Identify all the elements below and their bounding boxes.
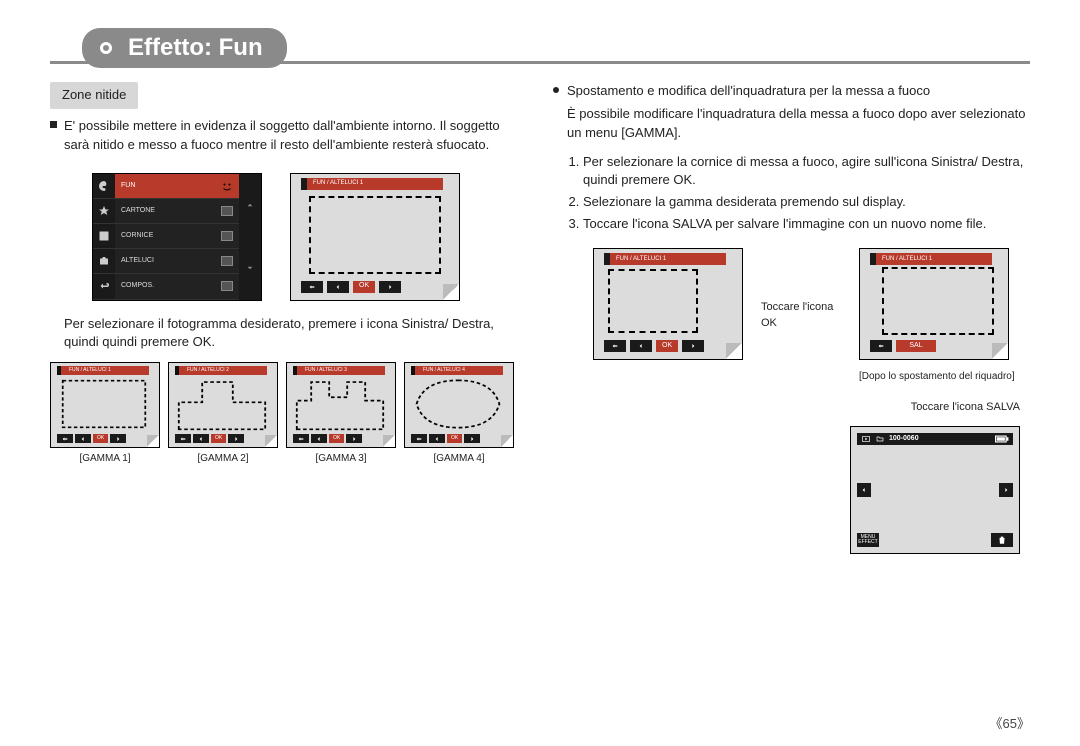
play-icon xyxy=(861,435,871,443)
chevron-down-icon[interactable] xyxy=(245,263,255,273)
star-icon[interactable] xyxy=(93,199,115,224)
back-button[interactable] xyxy=(57,434,73,443)
ok-button[interactable]: OK xyxy=(656,340,678,352)
fun-face-icon xyxy=(217,176,237,196)
gamma-4-caption: [GAMMA 4] xyxy=(404,452,514,467)
page-number: 《65》 xyxy=(990,713,1030,732)
chevron-up-icon[interactable] xyxy=(245,200,255,210)
ok-button[interactable]: OK xyxy=(93,434,108,443)
gamma-1-caption: [GAMMA 1] xyxy=(50,452,160,467)
save-button[interactable]: SAL xyxy=(896,340,936,352)
menu-screen: FUN CARTONE CORNICE ALTELUCI COMPOS. xyxy=(92,173,262,301)
next-image-button[interactable] xyxy=(999,483,1013,497)
step-2: Selezionare la gamma desiderata premendo… xyxy=(583,193,1030,212)
step-1: Per selezionare la cornice di messa a fu… xyxy=(583,153,1030,191)
page-title: Effetto: Fun xyxy=(82,28,287,68)
menu-item-alteluci[interactable]: ALTELUCI xyxy=(115,249,239,274)
right-column: Spostamento e modifica dell'inquadratura… xyxy=(553,82,1030,554)
menu-item-cartone[interactable]: CARTONE xyxy=(115,199,239,224)
focus-screen-1: FUN / ALTELUCI 1 OK xyxy=(290,173,460,301)
menu-item-cornice[interactable]: CORNICE xyxy=(115,224,239,249)
camera-icon[interactable] xyxy=(93,249,115,274)
trash-button[interactable] xyxy=(991,533,1013,547)
focus-screen-b: FUN / ALTELUCI 1 SAL xyxy=(859,248,1009,360)
battery-icon xyxy=(995,435,1009,443)
prev-image-button[interactable] xyxy=(857,483,871,497)
file-id: 100-0060 xyxy=(889,434,919,444)
title-text: Effetto: Fun xyxy=(128,34,263,61)
gamma-row: FUN / ALTELUCI 1 OK [GAMMA 1] xyxy=(50,362,527,467)
frame-icon[interactable] xyxy=(93,224,115,249)
back-icon[interactable] xyxy=(93,274,115,299)
gamma-3-screen: FUN / ALTELUCI 3 OK xyxy=(286,362,396,448)
touch-ok-label: Toccare l'icona OK xyxy=(761,300,841,332)
bullet-heading: Spostamento e modifica dell'inquadratura… xyxy=(553,82,1030,101)
palette-icon[interactable] xyxy=(93,174,115,199)
focus-screen-a: FUN / ALTELUCI 1 OK xyxy=(593,248,743,360)
title-bar: Effetto: Fun xyxy=(50,28,1030,68)
next-button[interactable] xyxy=(379,281,401,293)
step-3: Toccare l'icona SALVA per salvare l'imma… xyxy=(583,215,1030,234)
folder-icon xyxy=(875,435,885,443)
steps-list: Per selezionare la cornice di messa a fu… xyxy=(553,153,1030,234)
gamma-2-caption: [GAMMA 2] xyxy=(168,452,278,467)
mid-paragraph: Per selezionare il fotogramma desiderato… xyxy=(50,315,527,353)
prev-button[interactable] xyxy=(327,281,349,293)
menu-effect-button[interactable]: MENU EFFECT xyxy=(857,533,879,547)
gamma-3-caption: [GAMMA 3] xyxy=(286,452,396,467)
gamma-2-screen: FUN / ALTELUCI 2 OK xyxy=(168,362,278,448)
back-button[interactable] xyxy=(301,281,323,293)
section-tag: Zone nitide xyxy=(50,82,138,109)
gamma-1-screen: FUN / ALTELUCI 1 OK xyxy=(50,362,160,448)
menu-icon-strip xyxy=(93,174,115,300)
menu-item-compos[interactable]: COMPOS. xyxy=(115,274,239,299)
left-column: Zone nitide E' possibile mettere in evid… xyxy=(50,82,527,554)
saved-image-screen: 100-0060 MENU EFFECT xyxy=(850,426,1020,554)
right-intro: È possibile modificare l'inquadratura de… xyxy=(553,105,1030,143)
intro-paragraph: E' possibile mettere in evidenza il sogg… xyxy=(50,117,527,155)
gamma-4-screen: FUN / ALTELUCI 4 OK xyxy=(404,362,514,448)
ok-button[interactable]: OK xyxy=(353,281,375,293)
back-button[interactable] xyxy=(604,340,626,352)
back-button[interactable] xyxy=(870,340,892,352)
touch-save-label: Toccare l'icona SALVA xyxy=(553,400,1020,416)
after-move-caption: [Dopo lo spostamento del riquadro] xyxy=(859,370,1015,385)
